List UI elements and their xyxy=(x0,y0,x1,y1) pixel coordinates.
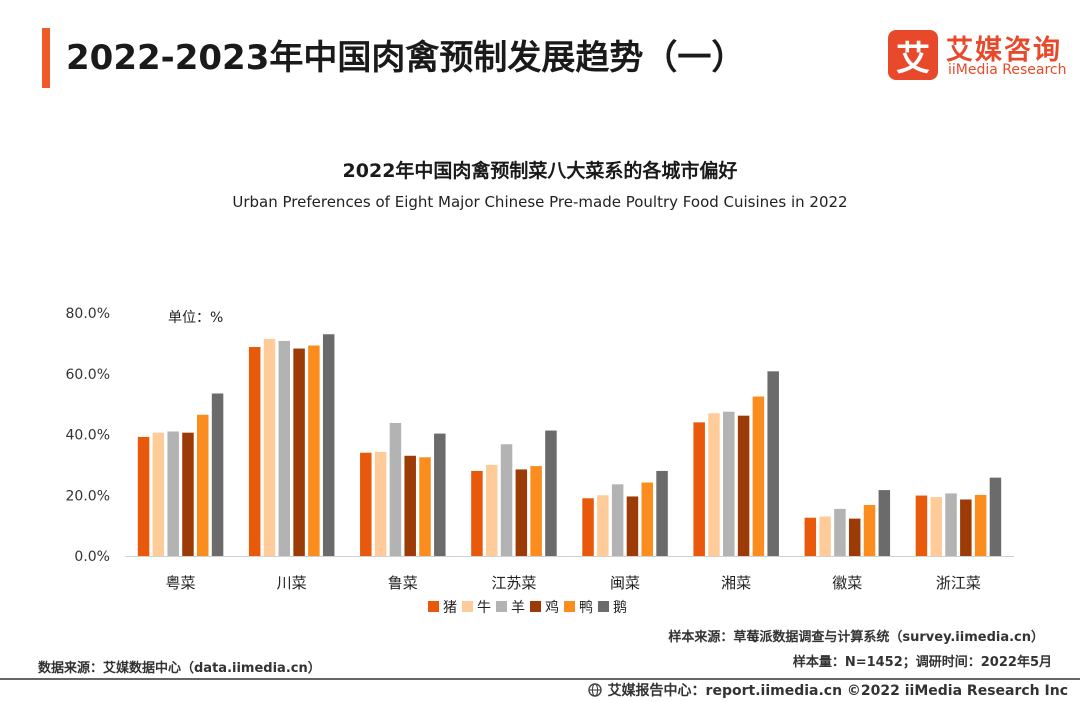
legend-swatch xyxy=(462,601,473,612)
legend-label: 鹅 xyxy=(613,599,627,616)
chart-subtitle: Urban Preferences of Eight Major Chinese… xyxy=(232,193,848,211)
footer-text: 艾媒报告中心：report.iimedia.cn ©2022 iiMedia R… xyxy=(607,683,1068,699)
bar-chart: 0.0% 20.0% 40.0% 60.0% 80.0% 粤菜 川菜 鲁菜 江苏菜 闽菜 湘菜 徽菜 浙… xyxy=(66,306,1014,616)
bar-猪-粤菜 xyxy=(137,436,150,556)
bar-猪-江苏菜 xyxy=(471,470,483,556)
y-tick-label: 0.0% xyxy=(74,549,110,565)
iimedia-logo: 艾 艾媒咨询 iiMedia Research xyxy=(888,30,1068,86)
bar-羊-鲁菜 xyxy=(389,422,402,556)
bar-鸭-浙江菜 xyxy=(974,494,987,556)
data-source-note: 数据来源：艾媒数据中心（data.iimedia.cn） xyxy=(38,661,321,676)
bar-鸡-闽菜 xyxy=(626,496,639,556)
bar-猪-浙江菜 xyxy=(915,495,928,556)
y-tick-label: 60.0% xyxy=(66,367,110,383)
bar-鸡-鲁菜 xyxy=(404,455,416,556)
x-category-label: 浙江菜 xyxy=(936,574,981,592)
bar-猪-湘菜 xyxy=(693,422,705,556)
legend-label: 猪 xyxy=(443,600,457,616)
bar-鸡-湘菜 xyxy=(737,415,750,556)
bar-牛-鲁菜 xyxy=(374,451,387,556)
bar-鸭-鲁菜 xyxy=(419,457,431,556)
x-category-label: 粤菜 xyxy=(166,574,196,592)
bar-猪-徽菜 xyxy=(804,517,817,556)
bar-猪-川菜 xyxy=(248,347,261,556)
logo-name-cn: 艾媒咨询 xyxy=(946,35,1062,66)
bar-鹅-江苏菜 xyxy=(545,430,557,556)
legend-label: 牛 xyxy=(477,600,491,616)
legend-swatch xyxy=(496,601,507,612)
bar-牛-徽菜 xyxy=(819,516,831,556)
x-category-label: 湘菜 xyxy=(721,574,751,592)
footer-divider xyxy=(0,678,1080,680)
unit-label: 单位：% xyxy=(168,310,224,326)
bar-羊-浙江菜 xyxy=(945,493,957,556)
bar-羊-徽菜 xyxy=(834,508,846,556)
bar-猪-闽菜 xyxy=(582,498,594,556)
bar-羊-湘菜 xyxy=(723,411,735,556)
title-accent-bar xyxy=(42,28,50,88)
bar-鹅-浙江菜 xyxy=(989,477,1002,556)
y-tick-label: 40.0% xyxy=(66,428,110,444)
bar-牛-闽菜 xyxy=(597,495,609,556)
bar-牛-浙江菜 xyxy=(930,497,942,556)
x-category-label: 闽菜 xyxy=(610,574,640,592)
bar-牛-湘菜 xyxy=(708,413,720,556)
bar-羊-川菜 xyxy=(278,340,291,556)
legend-label: 鸭 xyxy=(579,600,593,616)
legend-swatch xyxy=(530,601,541,612)
x-category-label: 鲁菜 xyxy=(388,574,418,592)
logo-name-en: iiMedia Research xyxy=(948,62,1067,78)
bar-鹅-粤菜 xyxy=(211,393,224,556)
bar-鸭-川菜 xyxy=(308,345,320,556)
x-category-label: 川菜 xyxy=(277,574,307,592)
legend-label: 羊 xyxy=(511,600,525,616)
logo-mark-icon: 艾 xyxy=(888,30,938,80)
bar-鸭-徽菜 xyxy=(863,504,876,556)
bar-鸭-湘菜 xyxy=(752,396,765,556)
y-tick-label: 20.0% xyxy=(66,488,110,504)
bar-鸡-浙江菜 xyxy=(960,499,972,556)
legend-swatch xyxy=(428,601,439,612)
bar-牛-江苏菜 xyxy=(485,464,498,556)
chart-title: 2022年中国肉禽预制菜八大菜系的各城市偏好 xyxy=(342,160,738,182)
sample-size-note: 样本量：N=1452；调研时间：2022年5月 xyxy=(792,655,1052,670)
bar-鸭-闽菜 xyxy=(641,482,654,556)
page-title: 2022-2023年中国肉禽预制发展趋势（一） xyxy=(66,38,746,78)
bar-鸡-江苏菜 xyxy=(515,469,528,556)
bar-鸭-粤菜 xyxy=(197,414,209,556)
legend-label: 鸡 xyxy=(545,599,559,616)
y-tick-label: 80.0% xyxy=(66,306,110,322)
sample-source-note: 样本来源：草莓派数据调查与计算系统（survey.iimedia.cn） xyxy=(668,630,1044,645)
bar-牛-粤菜 xyxy=(152,432,165,556)
bar-羊-江苏菜 xyxy=(500,444,513,556)
bar-羊-粤菜 xyxy=(167,431,179,556)
bar-鹅-川菜 xyxy=(322,334,335,556)
legend-swatch xyxy=(564,601,575,612)
x-category-label: 江苏菜 xyxy=(491,574,536,592)
globe-icon xyxy=(587,683,602,697)
bar-鹅-闽菜 xyxy=(656,470,668,556)
bar-鹅-鲁菜 xyxy=(434,433,446,556)
bar-鸭-江苏菜 xyxy=(530,466,542,556)
bar-鸡-川菜 xyxy=(293,348,305,556)
bar-羊-闽菜 xyxy=(611,484,624,556)
footer: 艾媒报告中心：report.iimedia.cn ©2022 iiMedia R… xyxy=(587,680,1068,700)
bar-牛-川菜 xyxy=(263,338,276,556)
bar-鸡-粤菜 xyxy=(182,432,194,556)
bar-鸡-徽菜 xyxy=(848,518,861,556)
legend-swatch xyxy=(598,601,609,612)
x-category-label: 徽菜 xyxy=(832,574,862,592)
bar-鹅-徽菜 xyxy=(878,490,891,556)
bar-猪-鲁菜 xyxy=(360,452,372,556)
bar-鹅-湘菜 xyxy=(767,371,779,556)
